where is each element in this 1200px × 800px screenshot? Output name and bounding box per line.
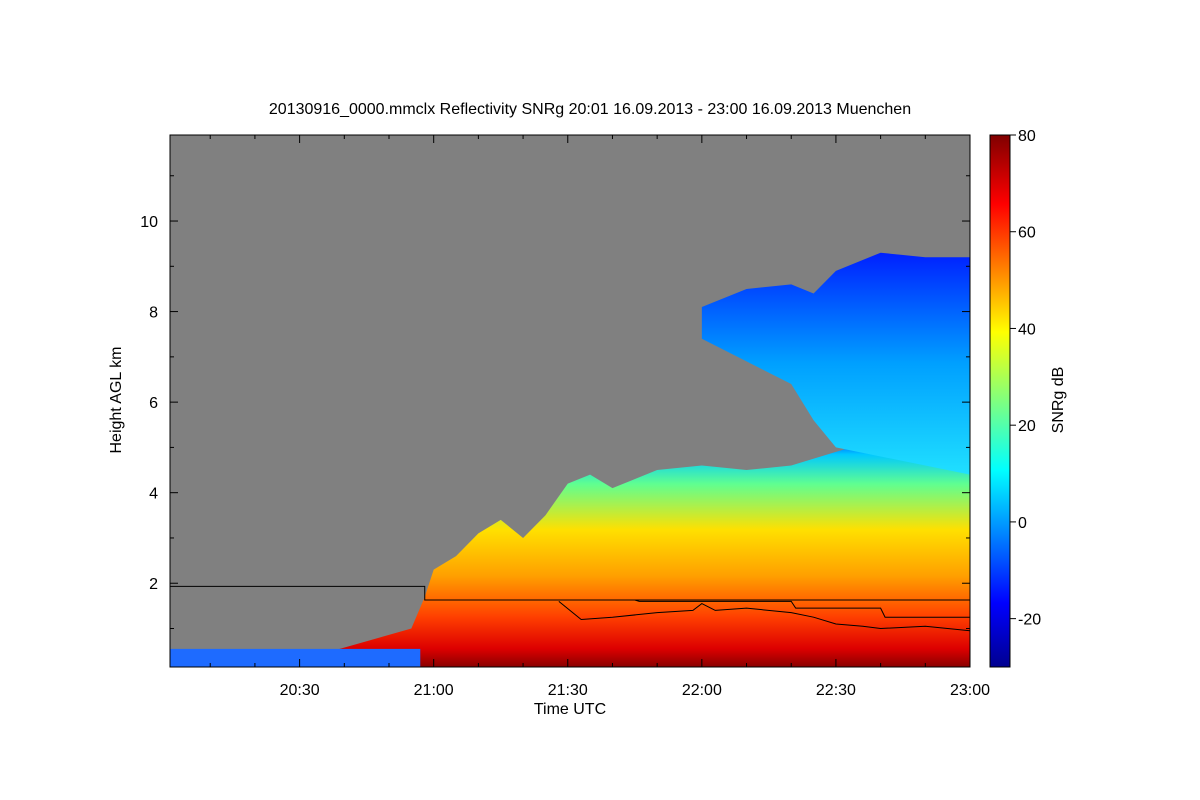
echo-region bbox=[170, 438, 970, 667]
colorbar-tick-label: 80 bbox=[1018, 128, 1036, 145]
boundary-line-3 bbox=[558, 599, 970, 618]
y-tick-label: 6 bbox=[149, 395, 158, 412]
x-tick-label: 20:30 bbox=[280, 682, 320, 699]
x-axis: 20:30 21:00 21:30 22:00 22:30 23:00 bbox=[209, 135, 990, 699]
colorbar-tick-label: 20 bbox=[1018, 418, 1036, 435]
colorbar-gradient bbox=[989, 134, 1011, 668]
chart-title: 20130916_0000.mmclx Reflectivity SNRg 20… bbox=[269, 101, 911, 118]
x-tick-label: 23:00 bbox=[950, 682, 990, 699]
boundary-lines bbox=[170, 585, 970, 632]
boundary-line-1 bbox=[170, 585, 970, 601]
y-tick-label: 2 bbox=[149, 576, 158, 593]
x-tick-label: 21:00 bbox=[414, 682, 454, 699]
plot-area bbox=[170, 135, 970, 667]
colorbar-tick-label: 0 bbox=[1018, 515, 1027, 532]
colorbar-tick-label: -20 bbox=[1018, 612, 1041, 629]
colorbar-label: SNRg dB bbox=[1050, 367, 1067, 434]
y-tick-label: 8 bbox=[149, 305, 158, 322]
reflectivity-field bbox=[170, 252, 970, 667]
low-level-echo bbox=[170, 648, 421, 667]
x-axis-label: Time UTC bbox=[534, 701, 606, 718]
boundary-line-2 bbox=[558, 600, 970, 632]
y-axis: 2 4 6 8 10 bbox=[140, 175, 970, 630]
y-tick-label: 4 bbox=[149, 486, 158, 503]
colorbar-tick-label: 40 bbox=[1018, 321, 1036, 338]
y-tick-label: 10 bbox=[140, 214, 158, 231]
x-tick-label: 21:30 bbox=[548, 682, 588, 699]
y-axis-label: Height AGL km bbox=[108, 346, 125, 453]
upper-cloud-layer bbox=[701, 252, 970, 475]
x-tick-label: 22:30 bbox=[816, 682, 856, 699]
colorbar-tick-label: 60 bbox=[1018, 225, 1036, 242]
colorbar: -20 0 20 40 60 80 SNRg dB bbox=[989, 128, 1067, 668]
colorbar-axis: -20 0 20 40 60 80 bbox=[1010, 128, 1041, 629]
plot-frame bbox=[169, 134, 971, 668]
x-tick-label: 22:00 bbox=[682, 682, 722, 699]
